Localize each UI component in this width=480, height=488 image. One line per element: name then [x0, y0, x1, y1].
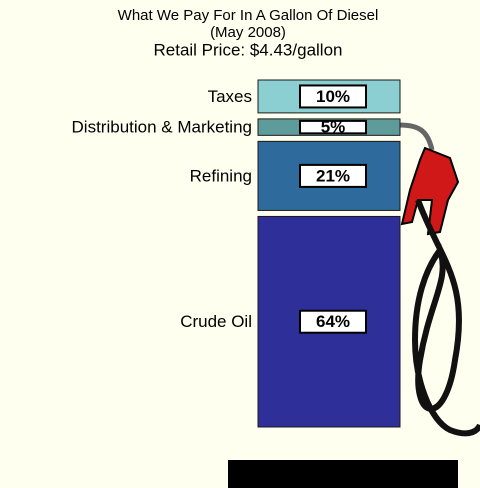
- chart-subtitle: (May 2008): [210, 24, 286, 41]
- category-label: Refining: [190, 166, 252, 185]
- value-label: 21%: [316, 166, 350, 185]
- value-label: 64%: [316, 312, 350, 331]
- page: What We Pay For In A Gallon Of Diesel (M…: [0, 0, 480, 488]
- pump-base: [228, 460, 458, 488]
- chart: What We Pay For In A Gallon Of Diesel (M…: [0, 0, 480, 488]
- category-label: Crude Oil: [180, 312, 252, 331]
- chart-title: What We Pay For In A Gallon Of Diesel: [118, 7, 379, 24]
- value-label: 5%: [321, 118, 346, 137]
- background: [0, 0, 480, 488]
- category-label: Distribution & Marketing: [72, 118, 252, 137]
- annotation: Retail Price: $4.43/gallon: [153, 40, 342, 59]
- value-label: 10%: [316, 87, 350, 106]
- category-label: Taxes: [208, 87, 252, 106]
